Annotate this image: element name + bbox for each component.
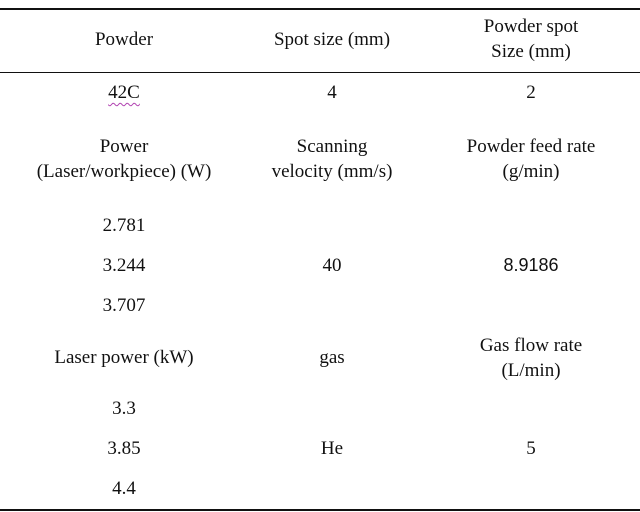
cell-spot-size: 4 bbox=[327, 82, 337, 103]
power-value-3: 3.707 bbox=[102, 295, 146, 316]
gas-flow-rate-value: 5 bbox=[526, 438, 536, 459]
header-power-line2: (Laser/workpiece) (W) bbox=[36, 161, 212, 182]
header-powder-spot-size: Powder spot Size (mm) bbox=[422, 14, 640, 64]
header-power: Power (Laser/workpiece) (W) bbox=[0, 134, 248, 184]
header-spot-size: Spot size (mm) bbox=[273, 29, 391, 50]
header-gas: gas bbox=[319, 347, 345, 368]
header-gas-flow-rate-line1: Gas flow rate bbox=[479, 335, 583, 356]
laser-power-value-3: 4.4 bbox=[112, 478, 136, 499]
laser-power-value-2: 3.85 bbox=[107, 438, 141, 459]
header-power-line1: Power bbox=[99, 136, 149, 157]
header-powder: Powder bbox=[94, 29, 154, 50]
header-rule bbox=[0, 72, 640, 73]
header-gas-flow-rate: Gas flow rate (L/min) bbox=[422, 333, 640, 383]
header-powder-spot-size-line1: Powder spot bbox=[483, 16, 579, 37]
header-scanning-velocity-line1: Scanning bbox=[296, 136, 368, 157]
scanning-velocity-value: 40 bbox=[322, 255, 342, 276]
power-value-2: 3.244 bbox=[102, 255, 146, 276]
table-bottom-rule bbox=[0, 509, 640, 511]
header-powder-spot-size-line2: Size (mm) bbox=[491, 41, 571, 62]
powder-feed-rate-value: 8.9186 bbox=[503, 255, 559, 275]
header-powder-feed-rate: Powder feed rate (g/min) bbox=[422, 134, 640, 184]
header-gas-flow-rate-line2: (L/min) bbox=[501, 360, 561, 381]
cell-powder: 42C bbox=[0, 80, 248, 105]
header-scanning-velocity: Scanning velocity (mm/s) bbox=[232, 134, 432, 184]
header-scanning-velocity-line2: velocity (mm/s) bbox=[271, 161, 393, 182]
cell-powder-spot-size: 2 bbox=[526, 82, 536, 103]
laser-power-value-1: 3.3 bbox=[112, 398, 136, 419]
powder-value: 42C bbox=[108, 82, 140, 103]
power-value-1: 2.781 bbox=[102, 215, 146, 236]
header-powder-feed-rate-line2: (g/min) bbox=[502, 161, 560, 182]
table-top-rule bbox=[0, 8, 640, 10]
header-laser-power: Laser power (kW) bbox=[54, 347, 194, 368]
header-powder-feed-rate-line1: Powder feed rate bbox=[466, 136, 596, 157]
gas-value: He bbox=[320, 438, 344, 459]
